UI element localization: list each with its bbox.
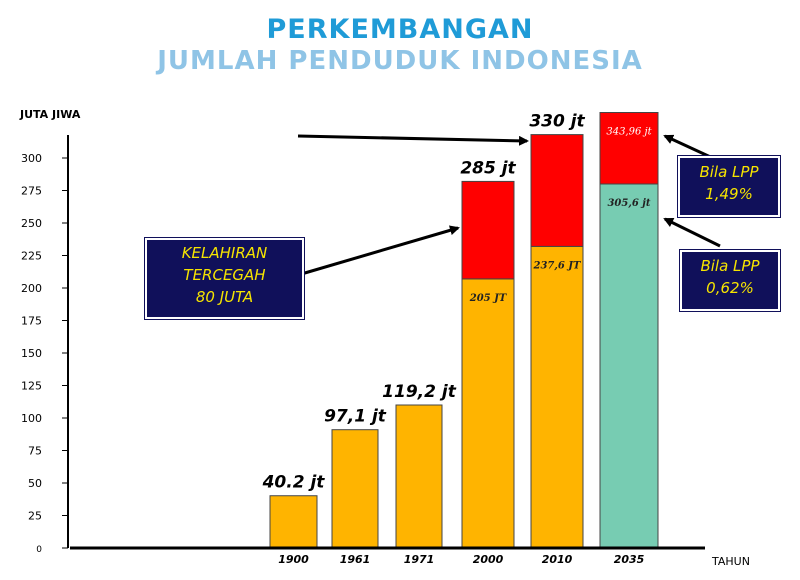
bar-top-2010 (530, 134, 584, 247)
arrow-to-330 (297, 134, 529, 146)
y-tick-label: 50 (28, 477, 42, 490)
y-tick-label: 0 (36, 545, 42, 555)
y-tick-label: 175 (21, 315, 42, 328)
bar-base-1961 (331, 429, 379, 549)
lpp-low-box: Bila LPP 0,62% (680, 250, 780, 311)
y-tick-label: 225 (21, 250, 42, 263)
base-label-2000: 205 JT (469, 293, 508, 304)
total-label-2000: 285 jt (460, 158, 516, 178)
x-tick-label-1971: 1971 (404, 553, 435, 566)
total-label-1900: 40.2 jt (262, 473, 326, 493)
lpp-low-line2: 0,62% (706, 279, 754, 297)
y-tick-label: 200 (21, 282, 42, 295)
total-label-2010: 330 jt (529, 112, 585, 132)
bar-base-1900 (269, 495, 318, 549)
x-tick-label-1900: 1900 (278, 553, 309, 566)
x-tick-label-2010: 2010 (542, 553, 573, 566)
lpp-high-line2: 1,49% (705, 185, 753, 203)
total-label-1971: 119,2 jt (382, 382, 457, 402)
bar-base-2000 (461, 278, 515, 549)
base-label-2010: 237,6 JT (533, 260, 583, 271)
y-tick-label: 250 (21, 217, 42, 230)
x-tick-label-2000: 2000 (473, 553, 504, 566)
bar-top-2000 (461, 180, 515, 280)
kelahiran-line1: KELAHIRAN (181, 244, 268, 262)
bar-base-1971 (395, 404, 443, 549)
lpp-low-line1: Bila LPP (700, 257, 760, 275)
chart-title-line2: JUMLAH PENDUDUK INDONESIA (157, 46, 643, 76)
bar-top-2035 (599, 112, 659, 185)
y-tick-label: 75 (28, 445, 42, 458)
y-tick-label: 125 (21, 380, 42, 393)
y-tick-label: 150 (21, 347, 42, 360)
chart-title-line1: PERKEMBANGAN (266, 14, 534, 45)
arrow-to-kelahiran (297, 225, 460, 277)
total-label-1961: 97,1 jt (324, 407, 387, 427)
kelahiran-tercegah-box: KELAHIRAN TERCEGAH 80 JUTA (145, 238, 304, 319)
y-tick-label: 300 (21, 152, 42, 165)
lpp-high-box: Bila LPP 1,49% (678, 156, 780, 217)
arrow-to-lpp-low (663, 217, 721, 248)
base-label-2035: 305,6 jt (607, 198, 650, 209)
y-tick-label: 25 (28, 510, 42, 523)
y-tick-label: 100 (21, 412, 42, 425)
top-label-2035: 343,96 jt (606, 127, 652, 138)
x-tick-label-2035: 2035 (614, 553, 645, 566)
bar-base-2035 (599, 183, 659, 549)
kelahiran-line2: TERCEGAH (183, 266, 266, 284)
bar-base-2010 (530, 245, 584, 549)
lpp-high-line1: Bila LPP (699, 163, 759, 181)
kelahiran-line3: 80 JUTA (195, 288, 254, 306)
x-axis-label: TAHUN (711, 555, 750, 568)
x-tick-label-1961: 1961 (340, 553, 371, 566)
y-axis-label: JUTA JIWA (19, 108, 81, 121)
y-tick-label: 275 (21, 185, 42, 198)
